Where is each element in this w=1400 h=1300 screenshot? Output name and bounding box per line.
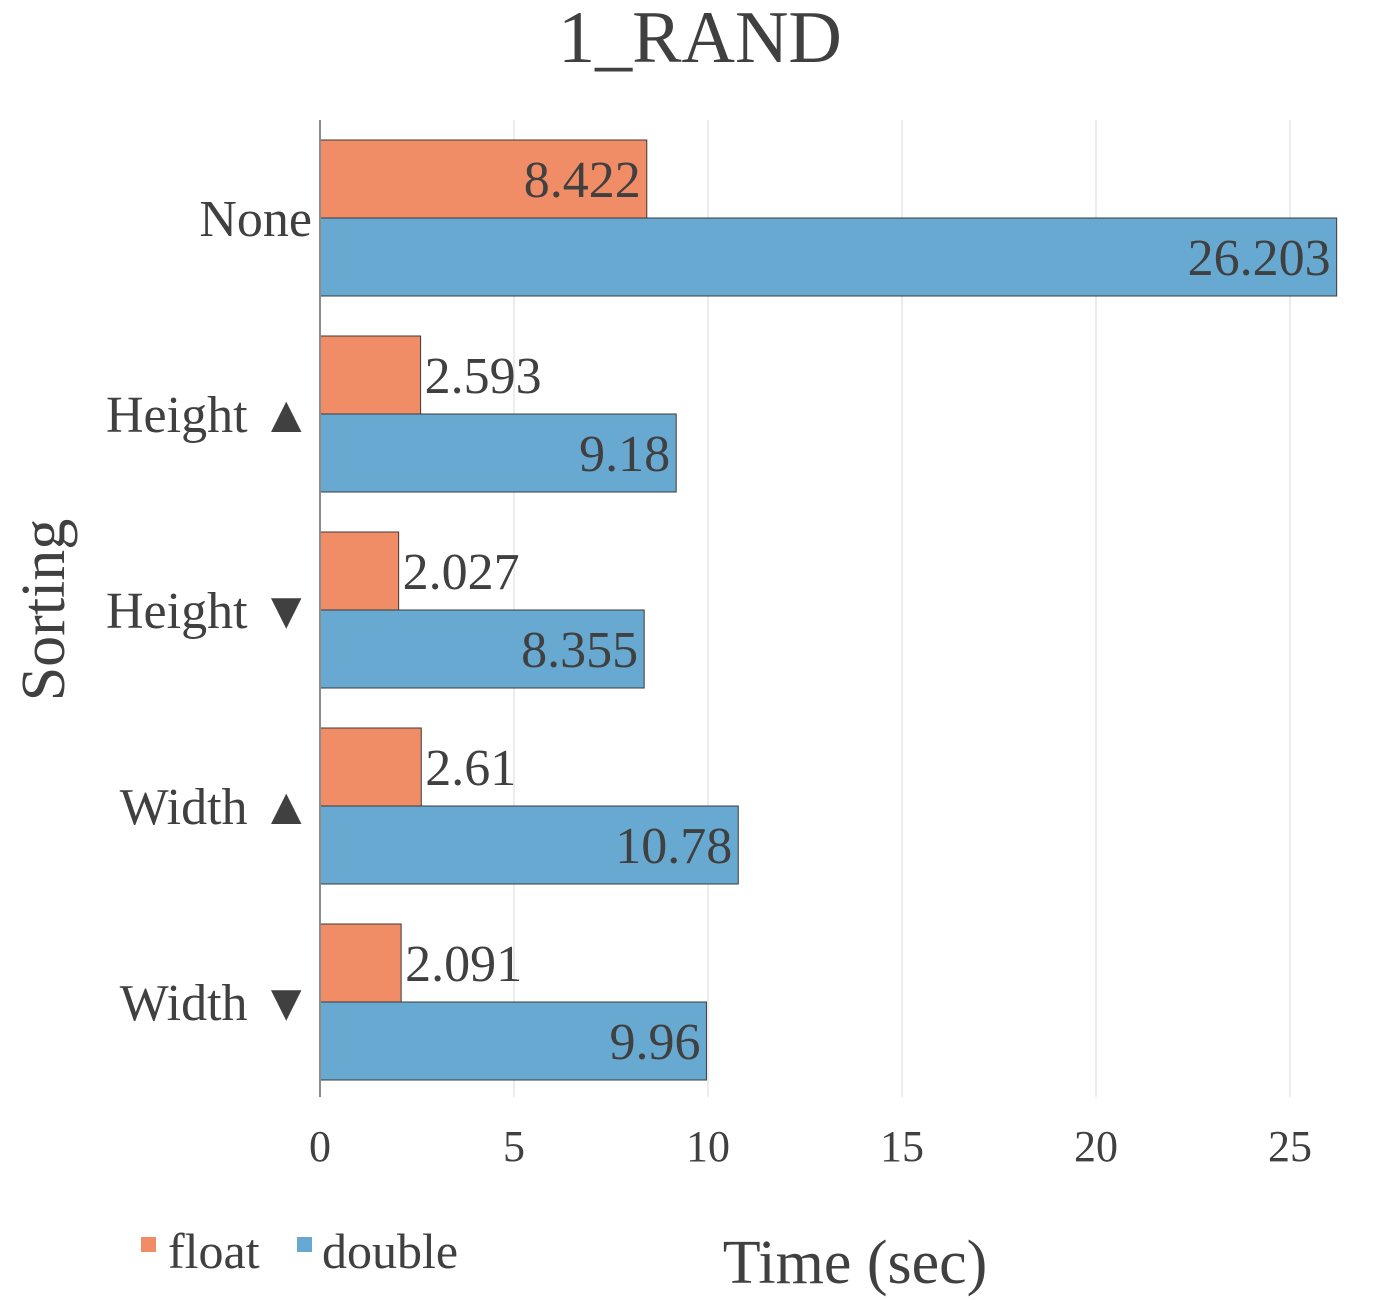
legend-swatch-float (141, 1237, 156, 1252)
category-label: None (199, 191, 312, 248)
x-axis-label: Time (sec) (723, 1229, 988, 1297)
data-label-double: 9.96 (609, 1014, 700, 1071)
x-tick-labels: 0 5 10 15 20 25 (309, 1122, 1312, 1171)
category-label: Height ▲ (106, 387, 312, 444)
category-label: Width ▲ (120, 779, 312, 836)
legend-swatch-double (297, 1237, 312, 1252)
data-label-double: 26.203 (1188, 230, 1331, 287)
data-label-double: 10.78 (615, 818, 732, 875)
legend-label-double: double (322, 1223, 458, 1279)
data-label-double: 8.355 (521, 622, 638, 679)
bar-double (319, 805, 739, 885)
legend: float double (141, 1223, 458, 1279)
data-label-double: 9.18 (579, 426, 670, 483)
bar-double (319, 1001, 707, 1081)
x-tick-label: 15 (880, 1122, 924, 1171)
chart-title: 1_RAND (558, 0, 842, 79)
data-label-float: 2.593 (425, 348, 542, 405)
data-label-float: 2.091 (405, 936, 522, 993)
bar-float (319, 139, 648, 219)
y-axis-label: Sorting (10, 519, 78, 702)
data-label-float: 8.422 (524, 152, 641, 209)
data-label-float: 2.027 (403, 544, 520, 601)
bar-float (319, 335, 422, 415)
bar-double (319, 609, 645, 689)
x-tick-label: 25 (1268, 1122, 1312, 1171)
x-tick-label: 5 (503, 1122, 525, 1171)
legend-label-float: float (168, 1223, 260, 1279)
category-label: Width ▼ (120, 975, 312, 1032)
bar-double (319, 217, 1338, 297)
data-label-float: 2.61 (425, 740, 516, 797)
bar-float (319, 531, 400, 611)
bar-float (319, 923, 402, 1003)
bar-float (319, 727, 422, 807)
x-tick-label: 20 (1074, 1122, 1118, 1171)
category-labels: None Height ▲ Height ▼ Width ▲ Width ▼ (106, 191, 312, 1032)
category-label: Height ▼ (106, 583, 312, 640)
x-tick-label: 10 (686, 1122, 730, 1171)
x-tick-label: 0 (309, 1122, 331, 1171)
